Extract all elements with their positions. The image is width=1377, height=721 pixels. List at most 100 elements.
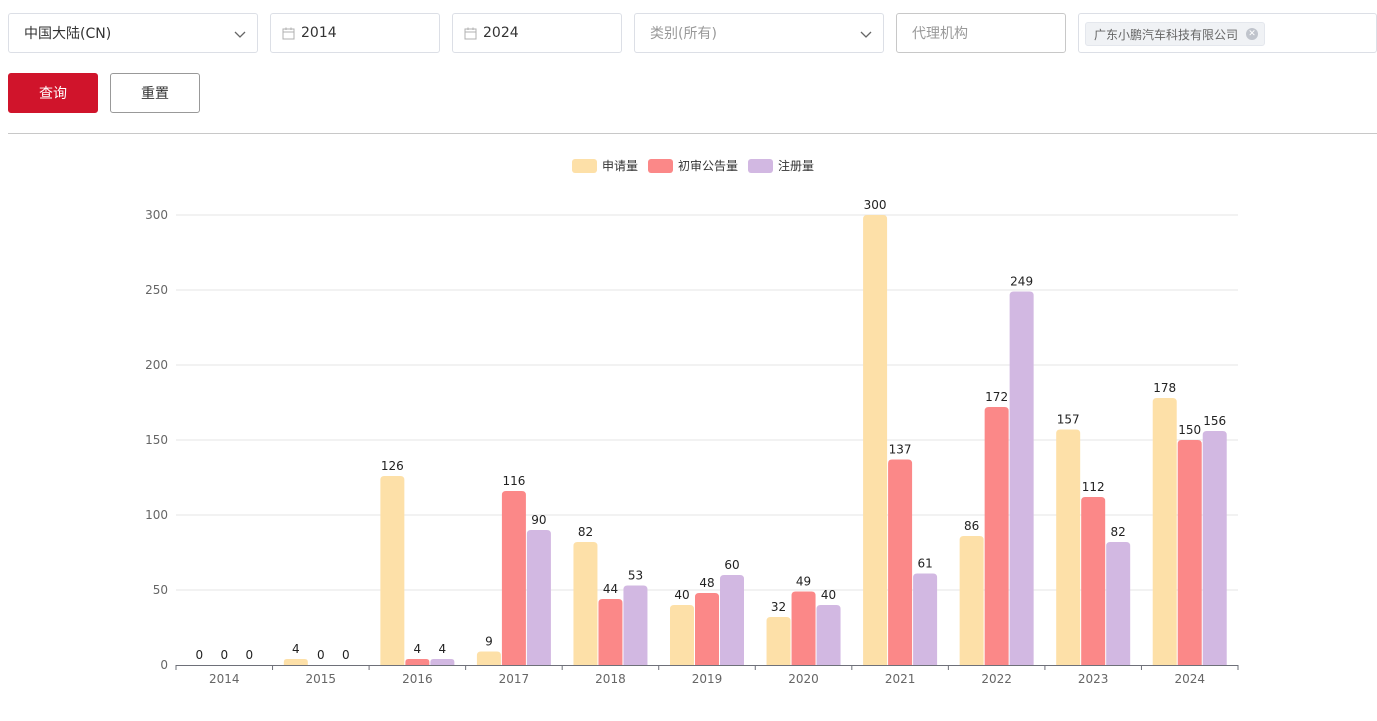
chart-legend: 申请量 初审公告量 注册量 <box>572 157 824 174</box>
agency-input[interactable]: 代理机构 <box>896 13 1066 53</box>
region-select-value: 中国大陆(CN) <box>24 26 112 42</box>
legend-item[interactable]: 注册量 <box>748 157 814 174</box>
x-tick-label: 2023 <box>1078 672 1109 686</box>
data-label: 137 <box>889 443 912 457</box>
y-tick-label: 50 <box>153 583 168 597</box>
data-label: 300 <box>864 198 887 212</box>
legend-label: 初审公告量 <box>678 159 739 173</box>
y-tick-label: 200 <box>145 358 168 372</box>
data-label: 0 <box>220 648 228 662</box>
legend-item[interactable]: 初审公告量 <box>648 157 738 174</box>
category-select[interactable]: 类别(所有) <box>634 13 884 53</box>
bar <box>526 530 551 665</box>
close-icon[interactable]: ✕ <box>1246 28 1259 40</box>
bar <box>959 536 984 665</box>
bar <box>1081 497 1106 665</box>
start-year-value: 2014 <box>301 25 337 41</box>
y-tick-label: 250 <box>145 283 168 297</box>
data-label: 53 <box>628 569 643 583</box>
data-label: 0 <box>342 648 350 662</box>
divider <box>8 133 1377 134</box>
bar <box>888 459 913 665</box>
x-tick-label: 2015 <box>306 672 337 686</box>
y-tick-label: 100 <box>145 508 168 522</box>
data-label: 4 <box>414 642 422 656</box>
bar <box>1056 429 1081 665</box>
legend-swatch <box>648 158 674 173</box>
start-year-picker[interactable]: 2014 <box>270 13 440 53</box>
bar <box>430 659 455 665</box>
x-tick-label: 2019 <box>692 672 723 686</box>
end-year-value: 2024 <box>483 25 519 41</box>
data-label: 4 <box>292 642 300 656</box>
calendar-icon <box>464 27 477 39</box>
bar <box>1177 440 1202 665</box>
data-label: 249 <box>1010 275 1033 289</box>
data-label: 60 <box>724 558 739 572</box>
bar <box>405 659 430 665</box>
calendar-icon <box>282 27 295 39</box>
data-label: 90 <box>531 513 546 527</box>
data-label: 86 <box>964 519 979 533</box>
y-tick-label: 0 <box>160 658 168 672</box>
data-label: 40 <box>674 588 689 602</box>
x-tick-label: 2018 <box>595 672 626 686</box>
bar <box>501 491 526 665</box>
data-label: 82 <box>578 525 593 539</box>
bar <box>1202 431 1227 665</box>
data-label: 0 <box>195 648 203 662</box>
data-label: 4 <box>439 642 447 656</box>
x-tick-label: 2022 <box>981 672 1012 686</box>
bar <box>623 585 648 665</box>
region-select[interactable]: 中国大陆(CN) <box>8 13 258 53</box>
legend-label: 注册量 <box>778 159 815 173</box>
x-tick-label: 2020 <box>788 672 819 686</box>
legend-item[interactable]: 申请量 <box>572 157 638 174</box>
y-tick-label: 300 <box>145 208 168 222</box>
data-label: 0 <box>245 648 253 662</box>
applicant-tag-label: 广东小鹏汽车科技有限公司 <box>1094 27 1239 42</box>
data-label: 156 <box>1203 414 1226 428</box>
agency-input-placeholder: 代理机构 <box>912 26 968 42</box>
query-button[interactable]: 查询 <box>8 73 98 113</box>
bar <box>573 542 598 665</box>
data-label: 9 <box>485 635 493 649</box>
data-label: 44 <box>603 582 618 596</box>
data-label: 82 <box>1111 525 1126 539</box>
data-label: 112 <box>1082 480 1105 494</box>
data-label: 150 <box>1178 423 1201 437</box>
applicant-multiselect[interactable]: 广东小鹏汽车科技有限公司 ✕ <box>1078 13 1377 53</box>
bar <box>863 215 888 665</box>
x-tick-label: 2024 <box>1174 672 1205 686</box>
y-tick-label: 150 <box>145 433 168 447</box>
bar <box>791 591 816 665</box>
bar <box>670 605 694 665</box>
data-label: 126 <box>381 459 404 473</box>
data-label: 157 <box>1057 413 1080 427</box>
bar <box>380 476 405 665</box>
bar <box>598 599 623 665</box>
legend-swatch <box>748 158 774 173</box>
end-year-picker[interactable]: 2024 <box>452 13 622 53</box>
chevron-down-icon <box>234 31 246 38</box>
bar <box>766 617 791 665</box>
data-label: 172 <box>985 390 1008 404</box>
x-tick-label: 2014 <box>209 672 240 686</box>
x-tick-label: 2017 <box>499 672 530 686</box>
bar <box>984 407 1009 665</box>
x-tick-label: 2016 <box>402 672 433 686</box>
category-select-placeholder: 类别(所有) <box>650 26 717 42</box>
data-label: 178 <box>1153 381 1176 395</box>
data-label: 32 <box>771 600 786 614</box>
legend-label: 申请量 <box>602 159 639 173</box>
bar <box>1106 542 1131 665</box>
reset-button[interactable]: 重置 <box>110 73 200 113</box>
bar <box>913 573 938 665</box>
bar <box>1009 291 1034 665</box>
data-label: 48 <box>699 576 714 590</box>
data-label: 49 <box>796 575 811 589</box>
bar <box>695 593 719 665</box>
chevron-down-icon <box>860 31 872 38</box>
bar <box>816 605 841 665</box>
